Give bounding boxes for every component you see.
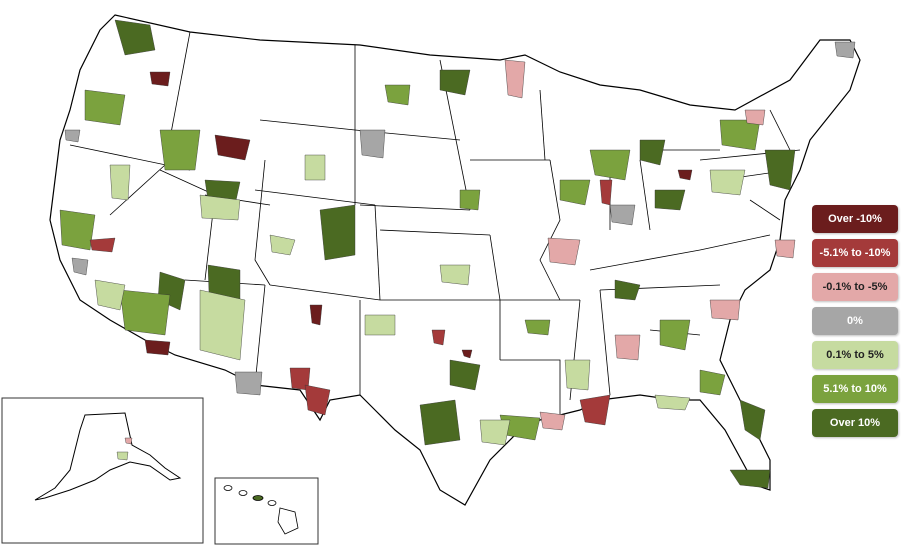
region-5-to-10 [384,84,411,106]
legend-item: -0.1% to -5% [812,273,898,301]
region-neg-over-10 [149,71,171,87]
region-neg-over-10 [144,339,171,356]
region-neg-over-10 [677,169,693,181]
region-zero [834,41,856,59]
region-neg-0-to-5 [709,299,741,321]
region-neg-0-to-5 [774,239,796,259]
region-0-to-5 [304,154,326,181]
region-over-10 [319,204,356,261]
region-neg-5-to-10 [599,179,613,206]
region-zero [609,204,636,226]
region-neg-0-to-5 [744,109,766,126]
region-over-10 [439,69,471,96]
region-over-10 [654,189,686,211]
region-neg-5-to-10 [579,394,611,426]
legend-item: 5.1% to 10% [812,375,898,403]
region-neg-over-10 [309,304,323,326]
region-0-to-5 [479,419,511,446]
region-5-to-10 [84,89,126,126]
region-0-to-5 [564,359,591,391]
region-over-10 [729,469,771,489]
region-neg-5-to-10 [304,384,331,416]
region-neg-0-to-5 [539,411,566,431]
region-5-to-10 [559,179,591,206]
region-5-to-10 [659,319,691,351]
region-0-to-5 [709,169,746,196]
region-over-10 [614,279,641,301]
region-neg-0-to-5 [504,59,526,99]
alaska-region [116,451,129,461]
region-neg-5-to-10 [431,329,446,346]
region-5-to-10 [699,369,726,396]
region-5-to-10 [459,189,481,211]
region-zero [71,257,89,276]
region-zero [359,129,386,159]
region-5-to-10 [159,129,201,171]
region-0-to-5 [269,234,296,256]
region-over-10 [449,359,481,391]
metro-regions [59,19,856,489]
region-neg-5-to-10 [89,237,116,253]
legend-item: Over -10% [812,205,898,233]
legend-item: 0.1% to 5% [812,341,898,369]
region-5-to-10 [524,319,551,336]
region-zero [234,371,263,396]
region-neg-0-to-5 [547,237,581,266]
region-neg-over-10 [461,349,473,359]
region-0-to-5 [109,164,131,201]
legend-item: Over 10% [812,409,898,437]
hawaii-islands [223,485,299,535]
region-0-to-5 [94,279,126,311]
legend-item: -5.1% to -10% [812,239,898,267]
region-5-to-10 [119,289,171,336]
alaska-region [124,437,133,445]
region-over-10 [419,399,461,446]
region-over-10 [639,139,666,166]
region-5-to-10 [589,149,631,181]
region-zero [64,129,81,143]
region-over-10 [739,399,766,441]
alaska-outline [34,412,182,501]
legend: Over -10% -5.1% to -10% -0.1% to -5% 0% 0.1%… [812,205,898,443]
region-0-to-5 [654,394,691,411]
region-over-10 [114,19,156,56]
region-5-to-10 [719,119,761,151]
region-0-to-5 [199,194,241,221]
region-5-to-10 [59,209,96,251]
region-over-10 [764,149,796,191]
legend-item: 0% [812,307,898,335]
region-neg-0-to-5 [614,334,641,361]
region-neg-over-10 [214,134,251,161]
region-0-to-5 [439,264,471,286]
region-0-to-5 [199,289,246,361]
region-0-to-5 [364,314,396,336]
